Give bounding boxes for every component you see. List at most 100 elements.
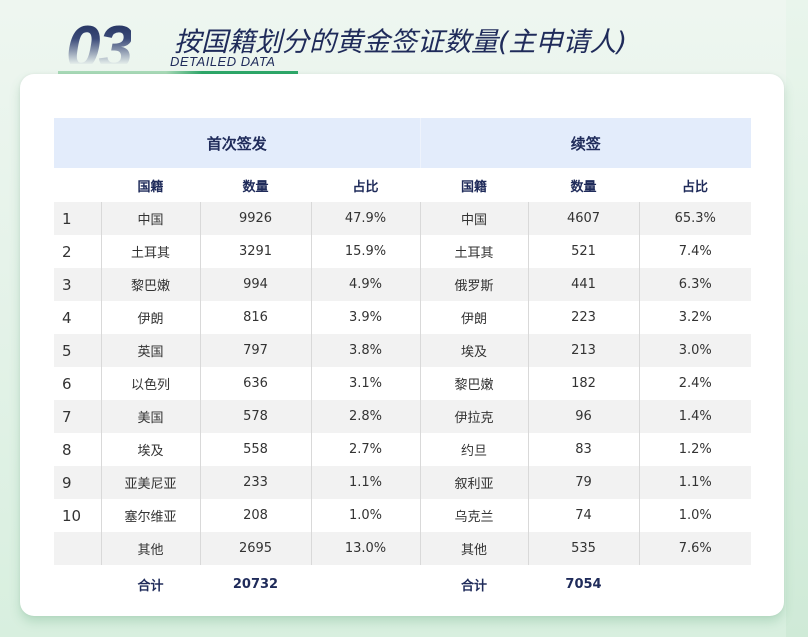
first-total-pct-blank <box>311 565 420 603</box>
renew-country-cell: 埃及 <box>419 334 529 367</box>
first-pct-cell: 1.0% <box>310 499 421 532</box>
rank-cell: 1 <box>54 202 101 235</box>
first-country-cell: 中国 <box>100 202 200 235</box>
renew-country-cell: 中国 <box>419 202 529 235</box>
visa-table: 首次签发 续签 国籍 数量 占比 国籍 数量 占比 1 中国 9926 47.9… <box>54 118 752 603</box>
first-count-cell: 816 <box>199 301 311 334</box>
renew-pct-cell: 1.0% <box>638 499 752 532</box>
table-row: 6 以色列 636 3.1% 黎巴嫩 182 2.4% <box>54 367 752 400</box>
first-count-cell: 636 <box>199 367 311 400</box>
page-background-right-edge <box>786 0 808 637</box>
renew-pct-cell: 1.1% <box>638 466 752 499</box>
renew-count-cell: 79 <box>527 466 640 499</box>
table-row: 7 美国 578 2.8% 伊拉克 96 1.4% <box>54 400 752 433</box>
section-header: 03 按国籍划分的黄金签证数量(主申请人) DETAILED DATA <box>58 16 658 76</box>
first-pct-cell: 3.1% <box>310 367 421 400</box>
renew-pct-cell: 3.2% <box>638 301 752 334</box>
first-pct-cell: 3.9% <box>310 301 421 334</box>
renew-count-cell: 223 <box>527 301 640 334</box>
first-country-cell: 英国 <box>100 334 200 367</box>
first-country-cell: 塞尔维亚 <box>100 499 200 532</box>
rank-cell: 5 <box>54 334 101 367</box>
renew-count-cell: 535 <box>527 532 640 565</box>
renew-count-cell: 83 <box>527 433 640 466</box>
rank-cell <box>54 532 101 565</box>
renew-pct-cell: 7.4% <box>638 235 752 268</box>
rank-cell: 8 <box>62 440 72 459</box>
renew-country-cell: 伊拉克 <box>419 400 529 433</box>
title-underline <box>58 71 298 76</box>
first-count-cell: 578 <box>199 400 311 433</box>
renew-count-cell: 4607 <box>527 202 640 235</box>
renew-total-label: 合计 <box>461 578 488 594</box>
group-header-renewal: 续签 <box>419 118 752 168</box>
total-rank-blank <box>54 565 101 603</box>
renew-count-cell: 213 <box>527 334 640 367</box>
first-country-cell: 美国 <box>100 400 200 433</box>
first-count-cell: 208 <box>199 499 311 532</box>
renew-country-cell: 乌克兰 <box>419 499 529 532</box>
first-country-cell: 伊朗 <box>100 301 200 334</box>
data-card: 首次签发 续签 国籍 数量 占比 国籍 数量 占比 1 中国 9926 47.9… <box>20 74 784 616</box>
section-number: 03 <box>66 18 131 64</box>
first-count-cell: 2695 <box>199 532 311 565</box>
renew-pct-cell: 6.3% <box>638 268 752 301</box>
renew-country-cell: 约旦 <box>419 433 529 466</box>
renew-country-cell: 黎巴嫩 <box>419 367 529 400</box>
column-header-nationality: 国籍 <box>461 179 488 195</box>
renew-count-cell: 441 <box>527 268 640 301</box>
first-country-cell: 其他 <box>100 532 200 565</box>
first-country-cell: 埃及 <box>100 433 200 466</box>
first-country-cell: 土耳其 <box>100 235 200 268</box>
table-row: 1 中国 9926 47.9% 中国 4607 65.3% <box>54 202 752 235</box>
renew-pct-cell: 65.3% <box>638 202 752 235</box>
table-row: 9 亚美尼亚 233 1.1% 叙利亚 79 1.1% <box>54 466 752 499</box>
first-pct-cell: 1.1% <box>310 466 421 499</box>
renew-country-cell: 其他 <box>419 532 529 565</box>
first-pct-cell: 47.9% <box>310 202 421 235</box>
renew-country-cell: 伊朗 <box>419 301 529 334</box>
first-pct-cell: 3.8% <box>310 334 421 367</box>
renew-count-cell: 521 <box>527 235 640 268</box>
first-pct-cell: 2.8% <box>310 400 421 433</box>
renew-pct-cell: 1.4% <box>638 400 752 433</box>
group-header-row: 首次签发 续签 <box>54 118 752 168</box>
renew-country-cell: 俄罗斯 <box>419 268 529 301</box>
rank-cell: 6 <box>62 374 72 393</box>
renew-count-cell: 96 <box>527 400 640 433</box>
table-row-others: 其他 2695 13.0% 其他 535 7.6% <box>54 532 752 565</box>
column-header-percent: 占比 <box>682 179 709 195</box>
group-header-first-issue: 首次签发 <box>54 118 421 168</box>
table-row: 4 伊朗 816 3.9% 伊朗 223 3.2% <box>54 301 752 334</box>
first-count-cell: 9926 <box>199 202 311 235</box>
page-subtitle: DETAILED DATA <box>170 54 276 69</box>
rank-cell: 3 <box>54 268 101 301</box>
renew-country-cell: 叙利亚 <box>419 466 529 499</box>
table-row: 3 黎巴嫩 994 4.9% 俄罗斯 441 6.3% <box>54 268 752 301</box>
renew-count-cell: 182 <box>527 367 640 400</box>
renew-total-value: 7054 <box>565 576 602 592</box>
renew-pct-cell: 2.4% <box>638 367 752 400</box>
renew-pct-cell: 3.0% <box>638 334 752 367</box>
first-total-label: 合计 <box>137 578 164 594</box>
total-row: 合计 20732 合计 7054 <box>54 565 751 603</box>
column-header-nationality: 国籍 <box>137 179 164 195</box>
renew-country-cell: 土耳其 <box>419 235 529 268</box>
first-country-cell: 亚美尼亚 <box>100 466 200 499</box>
column-header-count: 数量 <box>570 179 597 195</box>
rank-cell: 4 <box>62 308 72 327</box>
first-total-value: 20732 <box>232 576 279 592</box>
renew-total-pct-blank <box>639 565 751 603</box>
first-pct-cell: 2.7% <box>310 433 421 466</box>
table-row: 5 英国 797 3.8% 埃及 213 3.0% <box>54 334 752 367</box>
first-count-cell: 558 <box>199 433 311 466</box>
column-header-percent: 占比 <box>352 179 379 195</box>
first-country-cell: 以色列 <box>100 367 200 400</box>
table-row: 10 塞尔维亚 208 1.0% 乌克兰 74 1.0% <box>54 499 752 532</box>
first-count-cell: 233 <box>199 466 311 499</box>
first-count-cell: 994 <box>199 268 311 301</box>
table-row: 8 埃及 558 2.7% 约旦 83 1.2% <box>54 433 752 466</box>
rank-cell: 2 <box>62 242 72 261</box>
rank-cell: 10 <box>62 506 82 525</box>
renew-pct-cell: 7.6% <box>638 532 752 565</box>
